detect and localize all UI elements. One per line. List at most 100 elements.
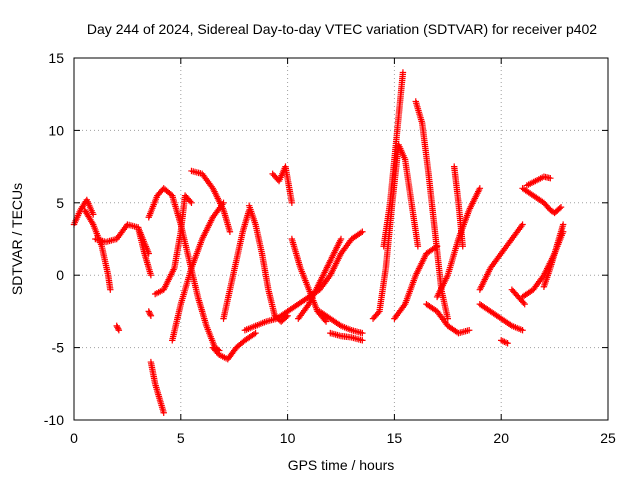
series-arc-20 — [316, 308, 366, 337]
track-marker — [106, 284, 114, 292]
series-arc-19 — [295, 235, 345, 322]
track-marker — [414, 241, 421, 248]
track-marker — [146, 309, 153, 317]
track-marker — [537, 197, 545, 204]
track-marker — [264, 284, 272, 291]
y-tick-label: -10 — [44, 412, 64, 428]
track-marker — [187, 266, 195, 274]
chart-title: Day 244 of 2024, Sidereal Day-to-day VTE… — [87, 21, 597, 37]
track-marker — [219, 205, 226, 212]
track-marker — [486, 266, 493, 273]
series-arc-30 — [476, 300, 526, 334]
track-marker — [89, 209, 96, 216]
series-arc-07 — [147, 358, 167, 416]
series-arc-16 — [269, 163, 296, 206]
track-marker — [356, 230, 363, 238]
track-marker — [288, 197, 295, 205]
track-marker — [249, 331, 256, 339]
track-marker — [123, 222, 130, 230]
track-marker — [324, 313, 331, 320]
data-points — [70, 69, 567, 416]
track-marker — [226, 226, 233, 234]
track-marker — [185, 196, 193, 204]
series-arc-31 — [498, 337, 511, 347]
track-marker — [296, 262, 304, 270]
series-arc-04 — [134, 224, 155, 279]
track-marker — [465, 208, 472, 216]
track-marker — [292, 303, 299, 310]
x-tick-label: 10 — [280, 430, 296, 446]
track-marker — [140, 248, 148, 255]
track-marker — [104, 270, 111, 277]
track-marker — [146, 311, 154, 318]
track-marker — [89, 219, 96, 227]
track-marker — [544, 203, 551, 211]
track-marker — [545, 174, 552, 182]
track-marker — [517, 326, 524, 333]
track-marker — [357, 229, 365, 236]
track-marker — [194, 291, 201, 299]
track-marker — [548, 207, 555, 215]
track-marker — [418, 118, 425, 125]
track-marker — [258, 248, 265, 255]
y-tick-label: 5 — [56, 195, 64, 211]
series-arc-34 — [523, 173, 554, 189]
track-marker — [76, 208, 83, 216]
x-tick-label: 5 — [177, 430, 185, 446]
track-marker — [261, 319, 268, 326]
track-marker — [374, 309, 382, 317]
track-marker — [507, 321, 514, 329]
track-marker — [114, 325, 122, 332]
track-marker — [553, 244, 560, 252]
track-marker — [166, 189, 173, 197]
track-marker — [452, 327, 459, 335]
track-marker — [114, 324, 121, 331]
track-marker — [459, 241, 466, 248]
track-marker — [346, 326, 354, 333]
track-marker — [238, 339, 246, 346]
x-tick-label: 0 — [70, 430, 78, 446]
track-marker — [271, 315, 279, 323]
track-marker — [520, 299, 527, 306]
track-marker — [357, 336, 364, 344]
track-marker — [507, 237, 514, 244]
track-marker — [556, 205, 563, 212]
track-marker — [512, 290, 519, 298]
data-point — [145, 308, 152, 315]
track-marker — [336, 321, 343, 329]
track-marker — [502, 339, 510, 346]
track-marker — [346, 334, 354, 341]
series-arc-36 — [540, 221, 567, 290]
series-arc-26 — [423, 300, 473, 337]
track-marker — [208, 183, 215, 190]
track-marker — [326, 259, 333, 266]
series-arc-28 — [451, 163, 466, 250]
track-marker — [430, 306, 438, 313]
track-marker — [373, 311, 381, 318]
series-arc-06 — [145, 308, 155, 319]
track-marker — [444, 313, 451, 320]
track-marker — [321, 316, 329, 324]
track-marker — [400, 302, 408, 309]
track-marker — [186, 198, 194, 205]
track-marker — [157, 188, 165, 195]
axis-ticks: 0 5 10 15 20 25 -10 -5 0 5 10 15 — [44, 50, 616, 446]
track-marker — [155, 393, 163, 400]
track-marker — [546, 266, 553, 274]
track-marker — [232, 259, 240, 266]
track-marker — [147, 270, 154, 277]
track-marker — [251, 219, 259, 226]
track-marker — [185, 255, 193, 263]
track-marker — [559, 223, 566, 230]
track-marker — [357, 329, 364, 336]
track-marker — [336, 332, 343, 339]
series-arc-29 — [476, 221, 526, 293]
y-axis-label: SDTVAR / TECUs — [9, 183, 25, 295]
track-marker — [464, 327, 471, 334]
track-marker — [153, 194, 160, 201]
track-marker — [231, 347, 238, 354]
track-marker — [177, 219, 184, 226]
track-marker — [494, 313, 502, 320]
